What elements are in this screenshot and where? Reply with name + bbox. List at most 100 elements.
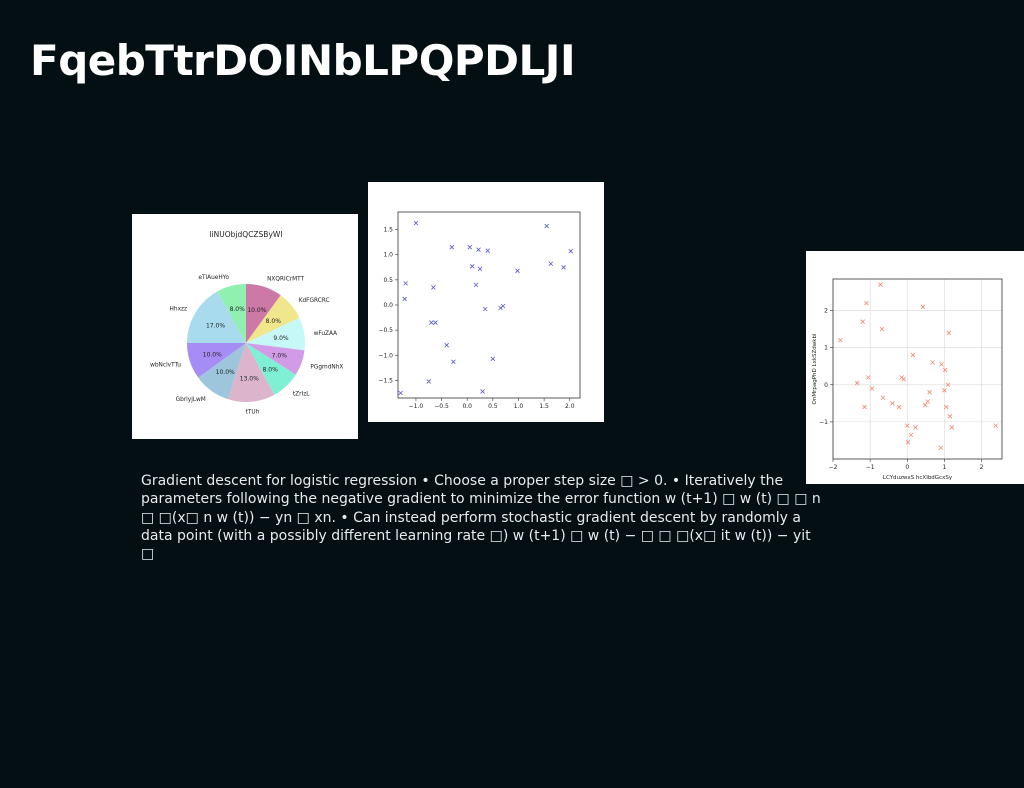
- scatter2-point-31: [947, 414, 953, 419]
- pie-pct-label-6: 10.0%: [216, 369, 235, 376]
- scatter1-point-11: [467, 244, 473, 250]
- scatter2-xtick-label-3: 1: [943, 464, 947, 471]
- pie-slice-9: [217, 284, 246, 343]
- scatter2-ytick-label-3: 2: [824, 308, 828, 315]
- pie-slice-label-1: KdFGRCRC: [299, 298, 330, 304]
- scatter1-point-1: [402, 296, 407, 302]
- pie-slice-3: [246, 343, 305, 375]
- pie-slice-label-3: PGgmdNhX: [310, 365, 343, 371]
- scatter1-point-24: [548, 261, 554, 267]
- scatter2-point-22: [927, 389, 932, 395]
- pie-pct-label-2: 9.0%: [273, 335, 289, 342]
- scatter2-ylabel: OnMrpagPhD LxkSZdwkbl: [812, 333, 818, 404]
- scatter2-point-20: [922, 402, 928, 408]
- scatter1-point-2: [403, 281, 408, 286]
- scatter1-point-5: [429, 320, 434, 325]
- scatter1-xtick-label-5: 1.5: [539, 403, 549, 410]
- pie-slice-label-0: NXQRICrMTT: [267, 276, 304, 282]
- scatter1-xtick-label-3: 0.5: [488, 403, 498, 410]
- scatter1-point-23: [544, 223, 549, 229]
- scatter1-ytick-label-6: 1.5: [383, 227, 393, 234]
- scatter2-ytick-label-0: −1: [819, 419, 828, 426]
- scatter2-point-25: [939, 362, 944, 367]
- scatter2-xtick-label-4: 2: [980, 464, 984, 471]
- scatter1-point-21: [500, 303, 506, 309]
- pie-slice-5: [227, 343, 275, 402]
- scatter1-ytick-label-5: 1.0: [383, 252, 393, 259]
- pie-slice-7: [187, 343, 246, 378]
- pie-slice-label-4: tZrIzL: [293, 391, 310, 397]
- scatter1-point-4: [426, 379, 432, 384]
- scatter1-point-17: [482, 306, 488, 312]
- scatter2-point-8: [879, 326, 885, 332]
- pie-pct-label-5: 13.0%: [240, 376, 259, 383]
- pie-slice-4: [246, 343, 296, 395]
- pie-slice-label-9: eTlAueHYo: [198, 275, 229, 281]
- scatter1-point-12: [470, 264, 475, 269]
- scatter2-ytick-label-2: 1: [824, 345, 828, 352]
- scatter1-xtick-label-2: 0.0: [462, 403, 472, 410]
- pie-pct-label-9: 8.0%: [230, 306, 246, 313]
- scatter2-point-13: [901, 376, 906, 382]
- pie-pct-label-0: 10.0%: [247, 307, 266, 314]
- scatter1-point-6: [431, 285, 436, 290]
- scatter-chart-figure-1: −1.0 −0.5 0.0 0.5 1.0 1.5 2.0 −1.5 −1.0 −0.5 0.0 0.…: [368, 182, 604, 422]
- scatter2-point-19: [920, 304, 926, 310]
- scatter1-point-26: [568, 248, 574, 254]
- scatter2-point-4: [864, 300, 869, 306]
- slide-title: FqebTtrDOINbLPQPDLJI: [30, 36, 576, 85]
- scatter2-point-11: [896, 404, 902, 410]
- scatter2-xtick-label-1: −1: [866, 464, 875, 471]
- scatter2-point-27: [942, 367, 948, 373]
- pie-pct-label-4: 8.0%: [263, 366, 279, 373]
- scatter1-axes-frame: [397, 211, 581, 399]
- scatter1-point-13: [473, 282, 479, 288]
- pie-slice-label-2: wFuZAA: [314, 331, 338, 337]
- scatter2-point-5: [866, 375, 871, 380]
- scatter2-point-26: [942, 388, 947, 393]
- scatter2-point-30: [946, 330, 952, 336]
- pie-pct-label-1: 8.0%: [266, 318, 282, 325]
- scatter2-point-10: [890, 401, 895, 406]
- scatter1-point-3: [413, 220, 419, 226]
- pie-chart-figure: liNUObjdQCZSByWI 10.0% NXQRICrMTT 8.0% KdFGR…: [132, 214, 358, 439]
- scatter2-point-3: [862, 404, 867, 410]
- pie-slice-6: [198, 343, 246, 400]
- scatter-chart-1: −1.0 −0.5 0.0 0.5 1.0 1.5 2.0 −1.5 −1.0 −0.5 0.0 0.…: [378, 211, 581, 410]
- pie-slice-2: [246, 317, 305, 351]
- scatter2-point-29: [945, 382, 951, 388]
- scatter2-point-1: [854, 380, 860, 386]
- pie-slice-1: [246, 295, 300, 343]
- scatter1-point-22: [515, 268, 520, 274]
- scatter1-point-14: [476, 247, 481, 252]
- scatter1-ytick-label-4: 0.5: [383, 277, 393, 284]
- scatter2-point-21: [925, 399, 930, 404]
- scatter1-ytick-label-3: 0.0: [383, 302, 393, 309]
- pie-slice-0: [246, 284, 281, 343]
- scatter2-point-0: [838, 337, 843, 343]
- scatter1-xtick-label-6: 2.0: [565, 403, 575, 410]
- scatter1-xtick-label-1: −0.5: [434, 403, 449, 410]
- scatter1-xtick-label-4: 1.0: [514, 403, 524, 410]
- scatter2-point-14: [905, 423, 910, 428]
- scatter2-point-2: [860, 319, 865, 324]
- scatter2-point-15: [905, 440, 911, 445]
- scatter1-ytick-label-1: −1.0: [378, 352, 393, 359]
- pie-slice-label-7: wbNclvTTu: [150, 363, 181, 369]
- scatter1-point-25: [561, 265, 566, 270]
- slide-body-text: Gradient descent for logistic regression…: [141, 473, 821, 563]
- scatter1-point-19: [490, 356, 496, 362]
- scatter2-point-9: [880, 395, 886, 401]
- pie-slice-label-5: tTUh: [246, 410, 260, 416]
- pie-pct-label-3: 7.0%: [272, 353, 288, 360]
- scatter-chart-2: −2 −1 0 1 2 −1 0 1 2 LCYduzwxS hcXIbdGcxSy OnMrpag…: [812, 278, 1003, 481]
- scatter1-point-8: [444, 342, 449, 348]
- scatter2-point-28: [944, 404, 949, 410]
- scatter2-point-16: [908, 432, 914, 438]
- scatter1-point-15: [477, 266, 483, 272]
- scatter2-xtick-label-0: −2: [829, 464, 838, 471]
- scatter2-axes-frame: [832, 278, 1003, 460]
- scatter1-point-7: [433, 320, 438, 325]
- scatter1-point-0: [398, 390, 403, 396]
- pie-chart: liNUObjdQCZSByWI 10.0% NXQRICrMTT 8.0% KdFGR…: [150, 230, 343, 416]
